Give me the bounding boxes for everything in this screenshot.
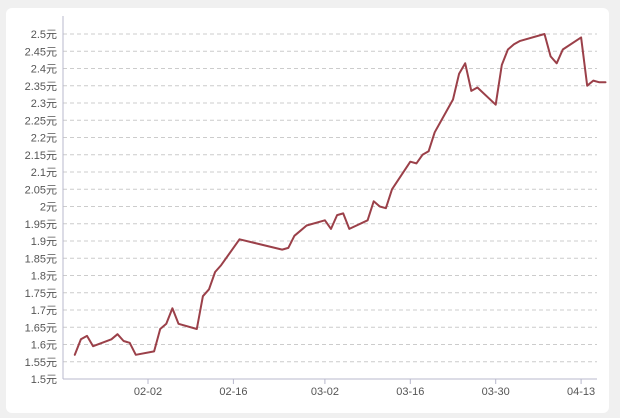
y-tick-label: 2.5元 [31, 29, 57, 41]
y-tick-label: 1.85元 [25, 253, 57, 265]
x-tick-label: 03-16 [396, 386, 424, 398]
y-tick-label: 2.3元 [31, 98, 57, 110]
gridlines [63, 33, 597, 363]
x-tick-label: 02-02 [134, 386, 162, 398]
y-tick-label: 2.25元 [25, 115, 57, 127]
series-layer [73, 33, 607, 356]
y-tick-label: 2.1元 [31, 167, 57, 179]
y-tick-label: 2.05元 [25, 184, 57, 196]
y-tick-label: 1.65元 [25, 322, 57, 334]
y-tick-label: 1.9元 [31, 236, 57, 248]
y-tick-label: 1.7元 [31, 305, 57, 317]
x-tick-label: 03-30 [482, 386, 510, 398]
y-tick-label: 1.95元 [25, 219, 57, 231]
y-tick-label: 2.45元 [25, 46, 57, 58]
y-tick-label: 2.15元 [25, 150, 57, 162]
y-tick-label: 1.5元 [31, 374, 57, 386]
y-tick-label: 2.2元 [31, 133, 57, 145]
x-tick-labels: 02-02 02-16 03-02 03-16 03-30 04-13 [134, 386, 595, 398]
y-tick-label: 2.35元 [25, 81, 57, 93]
y-tick-label: 1.8元 [31, 271, 57, 283]
price-series-line [73, 33, 607, 356]
y-tick-label: 1.55元 [25, 357, 57, 369]
x-tick-label: 03-02 [311, 386, 339, 398]
y-tick-label: 2元 [40, 202, 57, 214]
chart-card [6, 8, 609, 413]
axes [62, 16, 597, 384]
y-tick-label: 1.6元 [31, 340, 57, 352]
x-tick-label: 02-16 [219, 386, 247, 398]
y-tick-label: 1.75元 [25, 288, 57, 300]
y-tick-label: 2.4元 [31, 64, 57, 76]
y-tick-labels: 1.5元 1.55元 1.6元 1.65元 1.7元 1.75元 1.8元 1.85元 1.9元… [25, 29, 57, 386]
x-tick-label: 04-13 [567, 386, 595, 398]
